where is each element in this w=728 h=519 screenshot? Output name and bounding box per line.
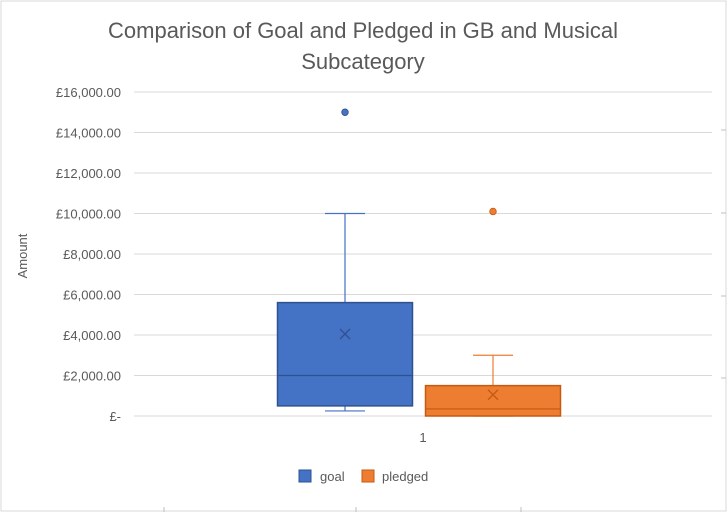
pledged-outlier-point — [489, 207, 497, 216]
legend: goal pledged — [298, 469, 428, 484]
chart-title-line2: Subcategory — [301, 49, 425, 74]
goal-box — [276, 301, 414, 407]
pledged-box — [424, 384, 562, 417]
chart-title-line1: Comparison of Goal and Pledged in GB and… — [108, 18, 618, 43]
pledged-mean-marker — [487, 389, 499, 401]
series — [276, 108, 562, 417]
y-tick-label: £2,000.00 — [63, 369, 121, 384]
legend-swatch-goal — [298, 469, 312, 483]
legend-label-pledged: pledged — [382, 469, 428, 484]
y-axis-label: Amount — [15, 233, 30, 278]
y-tick-label: £14,000.00 — [56, 126, 121, 141]
gridlines — [134, 91, 712, 376]
y-tick-label: £16,000.00 — [56, 85, 121, 100]
y-axis-ticks: £- £2,000.00 £4,000.00 £6,000.00 £8,000.00 £1… — [56, 85, 121, 424]
y-tick-label: £12,000.00 — [56, 166, 121, 181]
legend-label-goal: goal — [320, 469, 345, 484]
y-tick-label: £- — [109, 409, 121, 424]
goal-mean-marker — [339, 328, 351, 340]
y-tick-label: £6,000.00 — [63, 288, 121, 303]
goal-mean-stroke — [339, 328, 351, 340]
y-tick-label: £4,000.00 — [63, 328, 121, 343]
goal-outlier-point — [341, 108, 349, 116]
y-tick-label: £10,000.00 — [56, 207, 121, 222]
y-tick-label: £8,000.00 — [63, 247, 121, 262]
x-tick-label: 1 — [419, 430, 426, 445]
pledged-mean-stroke — [487, 389, 499, 401]
legend-swatch-pledged — [361, 469, 375, 483]
